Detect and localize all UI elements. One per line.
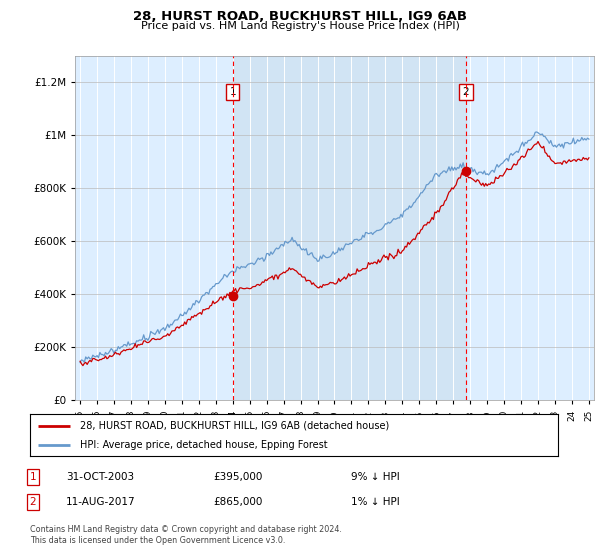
Text: HPI: Average price, detached house, Epping Forest: HPI: Average price, detached house, Eppi… bbox=[80, 440, 328, 450]
Text: 28, HURST ROAD, BUCKHURST HILL, IG9 6AB: 28, HURST ROAD, BUCKHURST HILL, IG9 6AB bbox=[133, 10, 467, 23]
Text: Price paid vs. HM Land Registry's House Price Index (HPI): Price paid vs. HM Land Registry's House … bbox=[140, 21, 460, 31]
Text: 2: 2 bbox=[463, 87, 469, 97]
Text: 28, HURST ROAD, BUCKHURST HILL, IG9 6AB (detached house): 28, HURST ROAD, BUCKHURST HILL, IG9 6AB … bbox=[80, 421, 389, 431]
Text: 31-OCT-2003: 31-OCT-2003 bbox=[66, 472, 134, 482]
Text: 9% ↓ HPI: 9% ↓ HPI bbox=[351, 472, 400, 482]
Text: 1: 1 bbox=[229, 87, 236, 97]
Text: Contains HM Land Registry data © Crown copyright and database right 2024.
This d: Contains HM Land Registry data © Crown c… bbox=[30, 525, 342, 545]
Text: £865,000: £865,000 bbox=[213, 497, 262, 507]
Bar bbox=[233, 56, 466, 400]
Text: £395,000: £395,000 bbox=[213, 472, 262, 482]
Text: 2: 2 bbox=[29, 497, 37, 507]
Text: 11-AUG-2017: 11-AUG-2017 bbox=[66, 497, 136, 507]
Text: 1: 1 bbox=[29, 472, 37, 482]
Text: 1% ↓ HPI: 1% ↓ HPI bbox=[351, 497, 400, 507]
